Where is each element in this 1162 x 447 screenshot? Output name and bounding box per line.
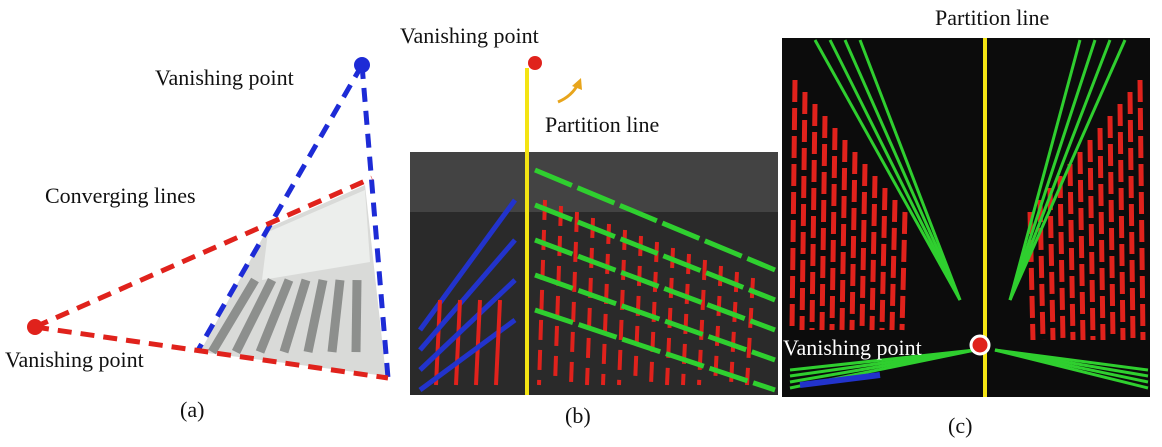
- stroke: [802, 92, 805, 330]
- stroke: [1090, 140, 1093, 340]
- label: Vanishing point: [783, 335, 922, 360]
- stroke: [832, 128, 835, 330]
- vanishing-point-dot: [971, 336, 989, 354]
- stroke: [792, 80, 795, 330]
- panel-b: Vanishing point Partition line (b): [400, 23, 778, 428]
- panel-c: Partition line Vanishing point (c): [782, 5, 1150, 438]
- stroke: [1130, 92, 1133, 340]
- vanishing-point-dot: [528, 56, 542, 70]
- label: Vanishing point: [400, 23, 539, 48]
- vanishing-point-dot: [354, 57, 370, 73]
- label: Vanishing point: [155, 65, 294, 90]
- figure: Vanishing point Converging lines Vanishi…: [0, 0, 1162, 447]
- panel-a: Vanishing point Converging lines Vanishi…: [5, 57, 388, 422]
- label: Partition line: [545, 112, 659, 137]
- stroke: [902, 212, 905, 330]
- stroke: [1120, 104, 1123, 340]
- stroke: [882, 188, 885, 330]
- stroke: [842, 140, 845, 330]
- panel-label: (c): [948, 413, 972, 438]
- label: Converging lines: [45, 183, 196, 208]
- label: Partition line: [935, 5, 1049, 30]
- label: Vanishing point: [5, 347, 144, 372]
- panel-label: (a): [180, 397, 204, 422]
- vanishing-point-dot: [27, 319, 43, 335]
- image-sky: [410, 152, 778, 212]
- stroke: [356, 280, 357, 352]
- panel-label: (b): [565, 403, 591, 428]
- stroke: [1080, 152, 1083, 340]
